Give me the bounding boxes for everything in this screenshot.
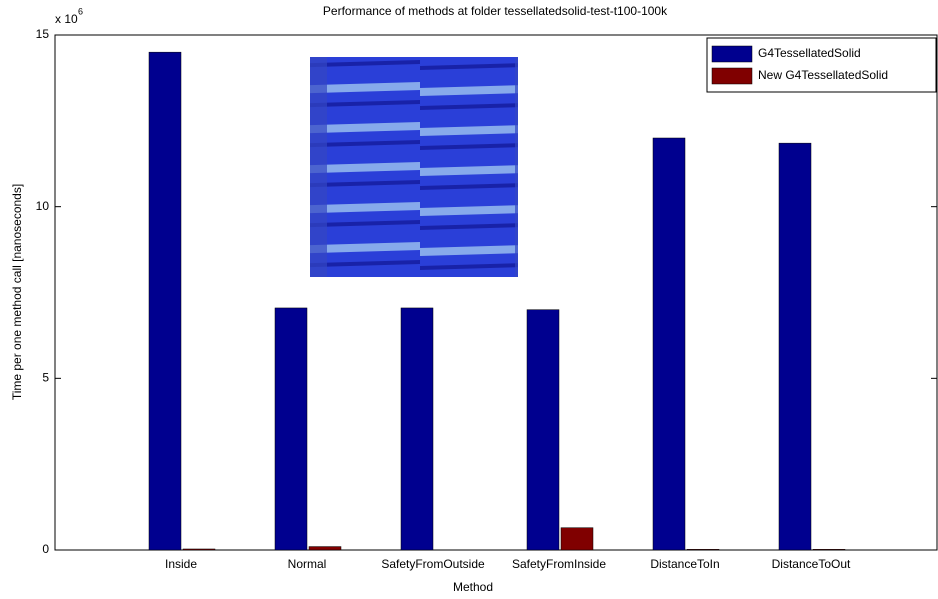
y-tick-label: 5 (42, 371, 49, 385)
y-scale-exponent: 6 (78, 6, 83, 16)
bar (401, 308, 433, 550)
legend-swatch (712, 68, 752, 84)
chart-title: Performance of methods at folder tessell… (323, 4, 668, 18)
y-tick-label: 0 (42, 542, 49, 556)
bar (561, 528, 593, 550)
bar (527, 310, 559, 550)
bar (653, 138, 685, 550)
y-tick-label: 10 (36, 199, 50, 213)
x-tick-label: DistanceToOut (772, 557, 851, 571)
y-scale-label: x 10 (55, 12, 78, 26)
bar (149, 52, 181, 550)
chart: Performance of methods at folder tessell… (0, 0, 938, 594)
inset-image (310, 57, 518, 277)
legend: G4TessellatedSolid New G4TessellatedSolid (707, 38, 936, 92)
x-tick-label: SafetyFromOutside (381, 557, 485, 571)
page: {"chart_data": {"type": "bar", "title": … (0, 0, 938, 599)
bar (183, 549, 215, 550)
bar (275, 308, 307, 550)
y-axis-label: Time per one method call [nanoseconds] (10, 184, 24, 400)
x-tick-label: DistanceToIn (650, 557, 719, 571)
bar (309, 547, 341, 550)
x-tick-label: Normal (288, 557, 327, 571)
legend-label: G4TessellatedSolid (758, 46, 861, 60)
bar (779, 143, 811, 550)
x-tick-label: SafetyFromInside (512, 557, 606, 571)
legend-label: New G4TessellatedSolid (758, 68, 888, 82)
x-axis-label: Method (453, 580, 493, 594)
bar (813, 549, 845, 550)
bar (687, 549, 719, 550)
x-tick-label: Inside (165, 557, 197, 571)
y-tick-label: 15 (36, 27, 50, 41)
legend-swatch (712, 46, 752, 62)
